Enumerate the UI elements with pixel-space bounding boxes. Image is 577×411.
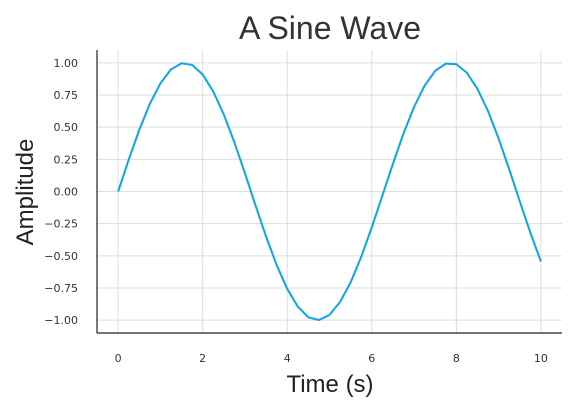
y-tick-label: −0.25 [44,218,78,231]
y-tick-label: 0.00 [54,186,79,199]
series-line [117,62,542,322]
y-tick-label: 0.50 [54,121,79,134]
x-tick-label: 4 [284,352,291,365]
y-axis-label: Amplitude [12,139,39,246]
x-tick-label: 2 [199,352,206,365]
grid-lines [97,50,562,333]
y-tick-label: 0.25 [54,153,79,166]
y-tick-label: 0.75 [54,89,79,102]
chart-title: A Sine Wave [239,10,421,46]
y-tick-label: −0.50 [44,250,78,263]
x-tick-label: 10 [534,352,548,365]
x-tick-label: 8 [453,352,460,365]
y-tick-labels: 1.00 0.75 0.50 0.25 0.00 −0.25 −0.50 −0.75 −1.00 [44,57,78,327]
x-axis-label: Time (s) [286,371,373,398]
y-tick-label: −0.75 [44,282,78,295]
x-tick-labels: 0 2 4 6 8 10 [115,352,548,365]
y-tick-label: −1.00 [44,314,78,327]
y-tick-label: 1.00 [54,57,79,70]
x-tick-label: 0 [115,352,122,365]
x-tick-label: 6 [368,352,375,365]
